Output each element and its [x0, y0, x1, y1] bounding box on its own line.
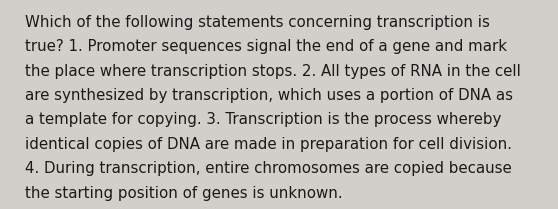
- Text: Which of the following statements concerning transcription is: Which of the following statements concer…: [25, 15, 490, 30]
- Text: the place where transcription stops. 2. All types of RNA in the cell: the place where transcription stops. 2. …: [25, 64, 521, 79]
- Text: are synthesized by transcription, which uses a portion of DNA as: are synthesized by transcription, which …: [25, 88, 513, 103]
- Text: the starting position of genes is unknown.: the starting position of genes is unknow…: [25, 186, 343, 201]
- Text: true? 1. Promoter sequences signal the end of a gene and mark: true? 1. Promoter sequences signal the e…: [25, 39, 507, 54]
- Text: a template for copying. 3. Transcription is the process whereby: a template for copying. 3. Transcription…: [25, 112, 502, 127]
- Text: identical copies of DNA are made in preparation for cell division.: identical copies of DNA are made in prep…: [25, 137, 512, 152]
- Text: 4. During transcription, entire chromosomes are copied because: 4. During transcription, entire chromoso…: [25, 161, 512, 176]
